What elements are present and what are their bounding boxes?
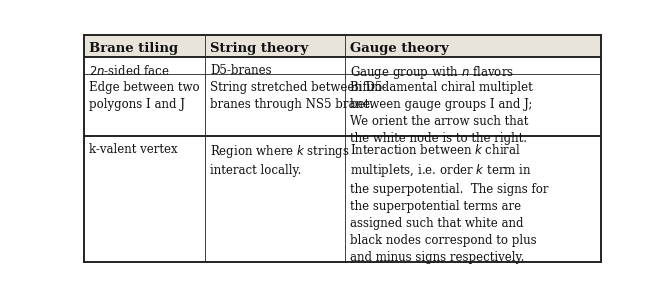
Text: String theory: String theory [210, 42, 309, 55]
Text: Bifundamental chiral multiplet
between gauge groups I and J;
We orient the arrow: Bifundamental chiral multiplet between g… [350, 81, 533, 145]
Text: $2n$-sided face: $2n$-sided face [89, 64, 170, 78]
Text: D5-branes: D5-branes [210, 64, 272, 76]
Text: Region where $k$ strings
interact locally.: Region where $k$ strings interact locall… [210, 143, 350, 177]
Text: String stretched between D5-
branes through NS5 brane.: String stretched between D5- branes thro… [210, 81, 387, 111]
Text: k-valent vertex: k-valent vertex [89, 143, 177, 156]
Bar [84, 35, 601, 57]
Text: Gauge group with $n$ flavors: Gauge group with $n$ flavors [350, 64, 514, 81]
Text: Interaction between $k$ chiral
multiplets, i.e. order $k$ term in
the superpoten: Interaction between $k$ chiral multiplet… [350, 143, 548, 264]
Text: Brane tiling: Brane tiling [89, 42, 178, 55]
Text: Gauge theory: Gauge theory [350, 42, 449, 55]
Text: Edge between two
polygons I and J: Edge between two polygons I and J [89, 81, 199, 111]
